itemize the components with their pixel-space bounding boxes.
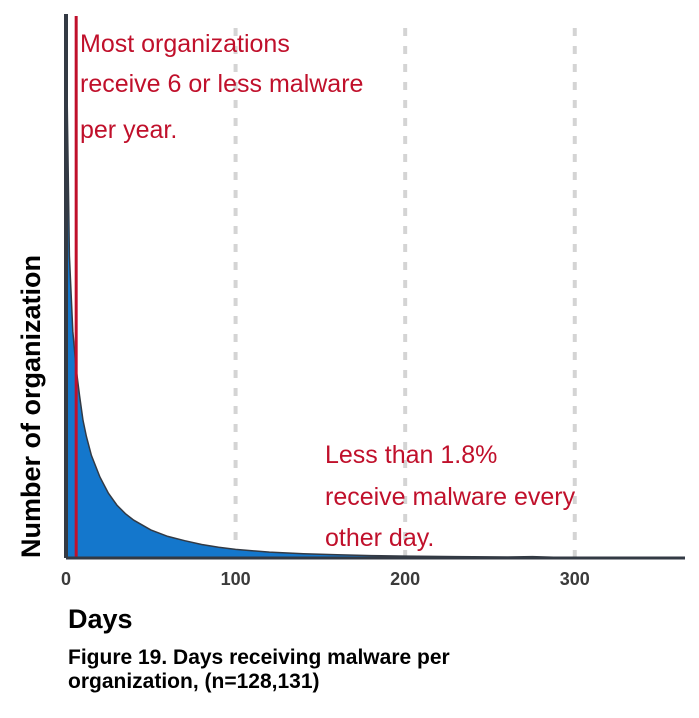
annotation-bottom-line-2: receive malware every (325, 483, 576, 511)
figure-caption: Figure 19. Days receiving malware per or… (68, 646, 668, 694)
x-tick-labels: 0 100 200 300 (61, 569, 590, 589)
gridlines (233, 28, 577, 558)
annotation-top-line-2: receive 6 or less malware (80, 70, 363, 98)
x-tick-label: 200 (390, 569, 420, 589)
annotation-top-line-3: per year. (80, 116, 177, 144)
x-axis-title: Days (68, 604, 133, 634)
annotation-bottom-line-3: other day. (325, 524, 434, 552)
x-tick-label: 100 (221, 569, 251, 589)
annotation-bottom-line-1: Less than 1.8% (325, 441, 497, 469)
figure-caption-line-2: organization, (n=128,131) (68, 670, 320, 693)
annotation-top: Most organizations receive 6 or less mal… (80, 30, 370, 144)
series-area (66, 18, 685, 558)
x-tick-label: 0 (61, 569, 71, 589)
x-tick-label: 300 (560, 569, 590, 589)
figure-caption-line-1: Figure 19. Days receiving malware per (68, 646, 450, 669)
y-axis-title: Number of organization (16, 255, 46, 558)
annotation-top-line-1: Most organizations (80, 30, 290, 58)
annotation-bottom: Less than 1.8% receive malware every oth… (325, 441, 582, 552)
series-line (65, 17, 686, 559)
